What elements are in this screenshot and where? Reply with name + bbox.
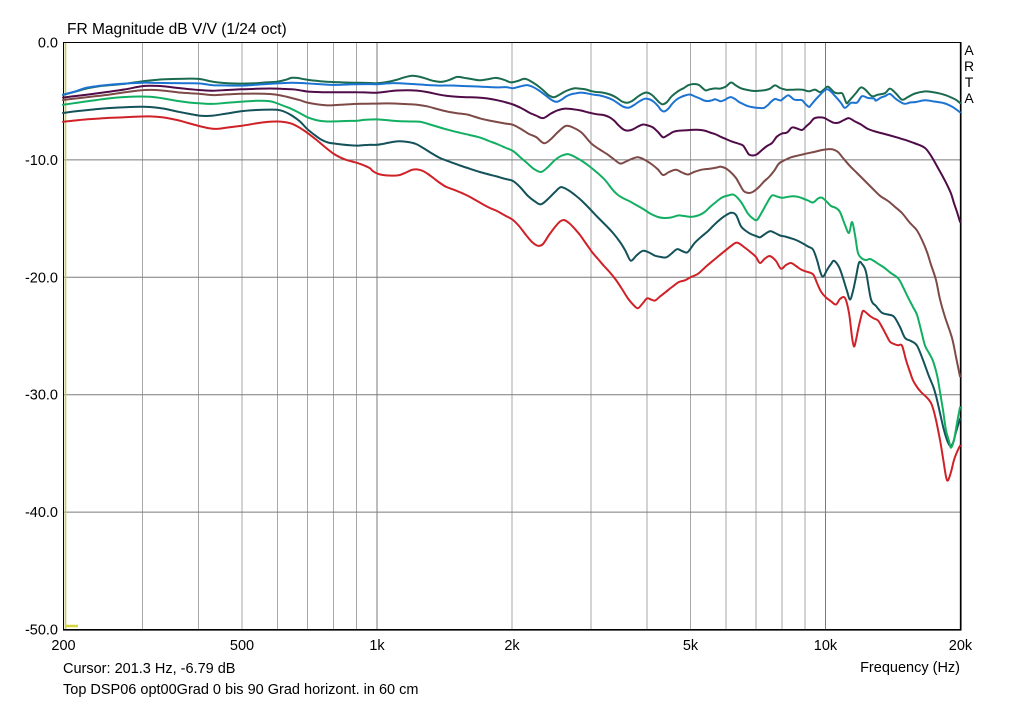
svg-text:10k: 10k (814, 638, 838, 654)
svg-text:T: T (965, 74, 974, 90)
svg-text:2k: 2k (504, 638, 520, 654)
svg-text:R: R (964, 58, 974, 74)
svg-text:FR Magnitude dB V/V (1/24 oct): FR Magnitude dB V/V (1/24 oct) (67, 21, 287, 38)
svg-text:-20.0: -20.0 (25, 270, 58, 286)
svg-text:-30.0: -30.0 (25, 388, 58, 404)
svg-text:0.0: 0.0 (38, 36, 58, 52)
svg-text:-50.0: -50.0 (25, 623, 58, 639)
svg-text:1k: 1k (369, 638, 385, 654)
svg-text:A: A (964, 90, 974, 106)
svg-text:Cursor: 201.3 Hz, -6.79 dB: Cursor: 201.3 Hz, -6.79 dB (63, 661, 235, 677)
svg-text:200: 200 (51, 638, 75, 654)
svg-text:Top DSP06 opt00Grad 0 bis 90 G: Top DSP06 opt00Grad 0 bis 90 Grad horizo… (63, 682, 418, 698)
svg-text:A: A (964, 42, 974, 58)
svg-text:Frequency (Hz): Frequency (Hz) (860, 660, 960, 676)
svg-text:500: 500 (230, 638, 254, 654)
svg-text:5k: 5k (683, 638, 699, 654)
svg-text:-40.0: -40.0 (25, 505, 58, 521)
svg-text:20k: 20k (949, 638, 973, 654)
svg-text:-10.0: -10.0 (25, 153, 58, 169)
